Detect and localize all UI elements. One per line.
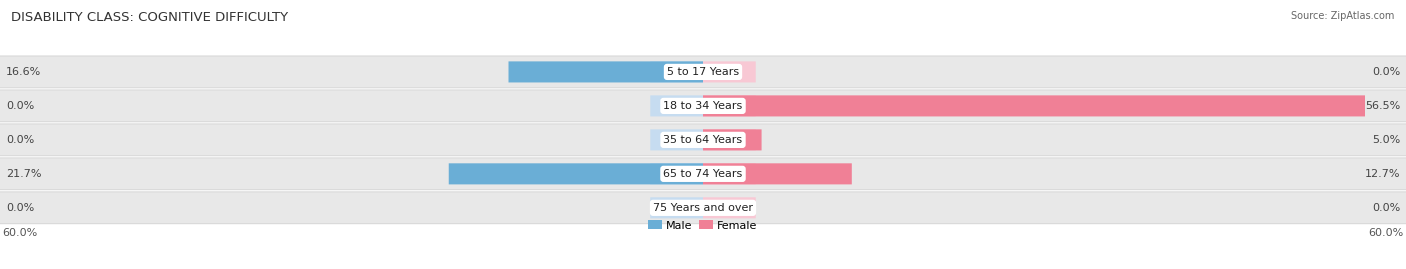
Text: 0.0%: 0.0% <box>1372 203 1400 213</box>
Text: 16.6%: 16.6% <box>6 67 41 77</box>
Text: Source: ZipAtlas.com: Source: ZipAtlas.com <box>1291 11 1395 21</box>
FancyBboxPatch shape <box>703 129 762 150</box>
FancyBboxPatch shape <box>0 124 1406 156</box>
FancyBboxPatch shape <box>650 95 703 116</box>
Text: 56.5%: 56.5% <box>1365 101 1400 111</box>
FancyBboxPatch shape <box>650 163 703 184</box>
Text: 5 to 17 Years: 5 to 17 Years <box>666 67 740 77</box>
FancyBboxPatch shape <box>0 158 1406 190</box>
FancyBboxPatch shape <box>0 56 1406 88</box>
Text: 0.0%: 0.0% <box>6 101 34 111</box>
Text: 5.0%: 5.0% <box>1372 135 1400 145</box>
Text: 65 to 74 Years: 65 to 74 Years <box>664 169 742 179</box>
Text: 21.7%: 21.7% <box>6 169 41 179</box>
FancyBboxPatch shape <box>703 95 1365 116</box>
FancyBboxPatch shape <box>703 163 756 184</box>
FancyBboxPatch shape <box>0 192 1406 224</box>
Legend: Male, Female: Male, Female <box>644 216 762 235</box>
FancyBboxPatch shape <box>0 90 1406 122</box>
FancyBboxPatch shape <box>650 61 703 83</box>
Text: 60.0%: 60.0% <box>3 228 38 238</box>
Text: 35 to 64 Years: 35 to 64 Years <box>664 135 742 145</box>
Text: DISABILITY CLASS: COGNITIVE DIFFICULTY: DISABILITY CLASS: COGNITIVE DIFFICULTY <box>11 11 288 24</box>
FancyBboxPatch shape <box>703 61 756 83</box>
Text: 0.0%: 0.0% <box>1372 67 1400 77</box>
FancyBboxPatch shape <box>703 163 852 184</box>
Text: 0.0%: 0.0% <box>6 203 34 213</box>
FancyBboxPatch shape <box>650 197 703 218</box>
Text: 0.0%: 0.0% <box>6 135 34 145</box>
Text: 75 Years and over: 75 Years and over <box>652 203 754 213</box>
FancyBboxPatch shape <box>449 163 703 184</box>
FancyBboxPatch shape <box>703 95 756 116</box>
FancyBboxPatch shape <box>703 197 756 218</box>
Text: 60.0%: 60.0% <box>1368 228 1403 238</box>
FancyBboxPatch shape <box>650 129 703 150</box>
Text: 12.7%: 12.7% <box>1365 169 1400 179</box>
Text: 18 to 34 Years: 18 to 34 Years <box>664 101 742 111</box>
FancyBboxPatch shape <box>703 129 756 150</box>
FancyBboxPatch shape <box>509 61 703 83</box>
